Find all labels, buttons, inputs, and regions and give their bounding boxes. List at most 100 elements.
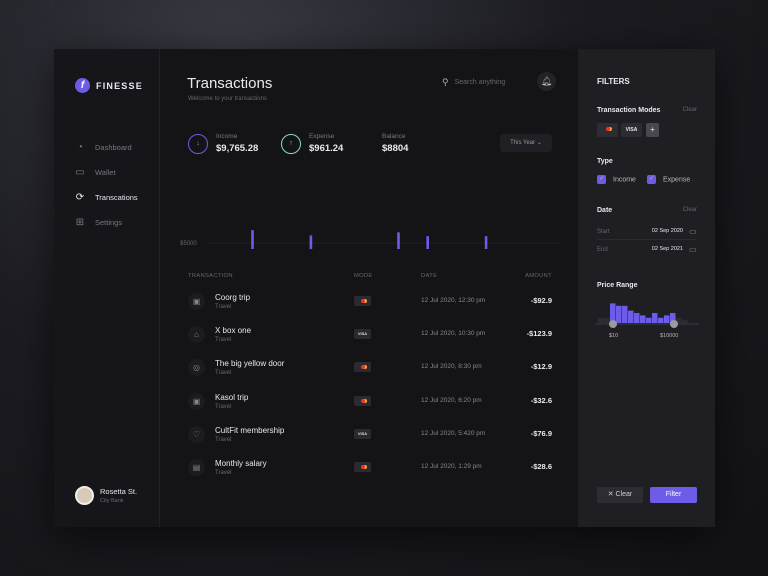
mastercard-icon [360, 299, 365, 303]
end-date-field[interactable]: End 02 Sep 2021 [597, 246, 697, 258]
mastercard-badge [354, 362, 371, 373]
sidebar-item-settings[interactable]: ⊞ Settings [75, 210, 138, 235]
income-bar [484, 236, 488, 249]
range-handle-max[interactable] [670, 320, 678, 328]
transaction-date: 12 Jul 2020, 5:420 pm [421, 429, 486, 437]
sidebar-item-dashboard[interactable]: ◔ Dashboard [75, 135, 138, 160]
start-date-field[interactable]: Start 02 Sep 2020 [597, 228, 697, 240]
mastercard-chip[interactable] [597, 123, 618, 137]
mastercard-badge [354, 462, 371, 472]
transaction-date: 12 Jul 2020, 12:30 pm [421, 297, 486, 304]
brand-name: FINESSE [96, 80, 143, 91]
transaction-category: Travel [215, 337, 232, 344]
app-window: f FINESSE ◔ Dashboard ▭ Wallet ⟳ Transcation… [54, 49, 715, 527]
transaction-name: Coorg trip [215, 293, 251, 302]
histogram-bar [670, 313, 676, 325]
expense-option: Expense [663, 176, 691, 184]
calendar-icon[interactable]: ▭ [689, 245, 697, 254]
transaction-name: Kasol trip [215, 392, 249, 402]
balance-value: $8804 [382, 143, 409, 154]
histogram-bar [616, 305, 622, 325]
mastercard-icon [605, 127, 610, 131]
mastercard-icon [360, 365, 365, 370]
bell-icon[interactable]: 🔔︎ [537, 72, 556, 91]
income-bar [251, 230, 254, 249]
refresh-icon: ⟳ [75, 191, 85, 203]
transaction-category: Travel [215, 436, 232, 443]
transaction-amount: -$28.6 [530, 462, 552, 471]
page-title: Transactions [187, 75, 273, 92]
bag-icon: ▣ [188, 392, 205, 410]
transaction-amount: -$32.6 [530, 395, 552, 405]
transaction-name: The big yellow door [215, 359, 285, 369]
range-handle-min[interactable] [609, 320, 617, 328]
table-row[interactable]: ♡ CultFit membership Travel VISA 12 Jul 2… [188, 423, 552, 456]
table-row[interactable]: ▣ Kasol trip Travel 12 Jul 2020, 6:20 pm… [188, 390, 552, 423]
add-mode-button[interactable]: + [646, 123, 659, 137]
filters-title: FILTERS [597, 77, 630, 86]
clear-button[interactable]: ✕ Clear [597, 487, 643, 503]
histogram-bar [676, 317, 682, 325]
pie-chart-icon: ◔ [76, 141, 84, 153]
filter-button[interactable]: Filter [650, 487, 697, 503]
search-icon: ⚲ [442, 77, 449, 87]
income-checkbox[interactable]: ✓ Income [597, 175, 636, 184]
sidebar-item-transactions[interactable]: ⟳ Transcations [75, 185, 138, 210]
date-clear-link[interactable]: Clear [682, 207, 697, 213]
histogram-bar [604, 317, 610, 325]
label: Settings [95, 218, 123, 227]
income-bar [397, 232, 400, 249]
main-content: Transactions Welcome to your transaction… [160, 49, 578, 527]
visa-badge: VISA [354, 329, 371, 340]
table-row[interactable]: ▤ Monthly salary Travel 12 Jul 2020, 1:2… [188, 456, 552, 489]
table-row[interactable]: ▣ Coorg trip Travel 12 Jul 2020, 12:30 p… [188, 290, 552, 323]
visa-chip[interactable]: VISA [621, 123, 642, 137]
table-row[interactable]: ⌂ X box one Travel VISA 12 Jul 2020, 10:3… [188, 323, 552, 356]
header-mode: MODE [354, 273, 373, 279]
arrow-down-icon: ↓ [188, 133, 208, 154]
y-tick-label: $5000 [180, 241, 197, 247]
histogram-bar [658, 317, 664, 325]
table-row[interactable]: ◎ The big yellow door Travel 12 Jul 2020… [188, 356, 552, 389]
sidebar-item-wallet[interactable]: ▭ Wallet [75, 160, 138, 185]
search-placeholder: Search anything [454, 79, 506, 86]
label: Dashboard [95, 143, 132, 152]
end-label: End [597, 247, 608, 253]
transaction-date: 12 Jul 2020, 8:30 pm [421, 363, 482, 371]
arrow-up-icon: ↑ [281, 133, 301, 154]
check-icon: ✓ [647, 175, 656, 184]
period-value: This Year [510, 140, 536, 146]
transaction-amount: -$12.9 [530, 362, 552, 372]
user-profile[interactable]: Rosetta St. City Bank [75, 486, 137, 505]
expense-checkbox[interactable]: ✓ Expense [647, 175, 690, 184]
histogram-bar [640, 315, 646, 325]
histogram-bar [622, 305, 628, 325]
transaction-amount: -$123.9 [526, 329, 552, 339]
income-stat: ↓ Income $9,765.28 [188, 133, 258, 154]
transaction-category: Travel [215, 370, 232, 377]
mastercard-badge [354, 395, 371, 406]
avatar [75, 486, 94, 505]
grid-icon: ⊞ [75, 216, 85, 228]
transaction-category: Travel [215, 470, 232, 476]
chevron-down-icon: ⌄ [536, 140, 542, 146]
transaction-amount: -$76.9 [530, 428, 552, 438]
expense-label: Expense [309, 133, 335, 140]
histogram-bar [598, 317, 604, 325]
price-max: $10000 [660, 333, 679, 339]
income-label: Income [216, 133, 238, 140]
period-select[interactable]: This Year ⌄ [500, 134, 552, 152]
page-subtitle: Welcome to your transactions [188, 96, 267, 102]
logo[interactable]: f FINESSE [75, 78, 143, 93]
modes-clear-link[interactable]: Clear [682, 107, 697, 113]
presentation-icon: ▤ [188, 459, 205, 476]
search-input[interactable]: ⚲ Search anything [442, 77, 505, 88]
check-icon: ✓ [597, 175, 606, 184]
mastercard-badge [354, 296, 371, 306]
transaction-name: X box one [215, 326, 252, 336]
mastercard-icon [360, 398, 365, 403]
gamepad-icon: ⌂ [188, 326, 205, 344]
start-date: 02 Sep 2020 [651, 228, 683, 234]
filters-panel: FILTERS Transaction Modes Clear VISA + T… [578, 49, 715, 527]
calendar-icon[interactable]: ▭ [689, 227, 697, 236]
